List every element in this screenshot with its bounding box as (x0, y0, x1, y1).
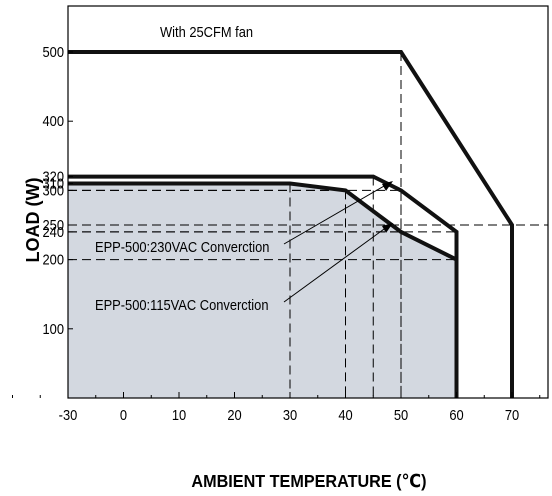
y-tick-label: 250 (43, 216, 65, 233)
x-tick-label: 50 (394, 406, 409, 423)
x-tick-label: 10 (172, 406, 187, 423)
y-axis-label: LOAD (W) (23, 178, 43, 263)
arrowhead-230vac (382, 181, 393, 191)
x-tick-label: 0 (120, 406, 127, 423)
y-tick-label: 400 (43, 112, 65, 129)
plot-frame (67, 5, 549, 399)
x-tick-label: 20 (227, 406, 242, 423)
operating-area-115vac (68, 183, 457, 398)
series-line-2 (68, 181, 459, 398)
label-115vac: EPP-500:115VAC Converction (95, 296, 269, 313)
fan-curve-label: With 25CFM fan (160, 23, 253, 40)
pointer-115vac (283, 223, 392, 303)
y-tick-label: 100 (43, 320, 65, 337)
x-tick-label: -30 (59, 406, 78, 423)
label-230vac: EPP-500:230VAC Converction (95, 238, 269, 255)
x-tick-label: 60 (449, 406, 464, 423)
series-line-0 (68, 50, 514, 398)
x-tick-label: 40 (338, 406, 353, 423)
y-tick-label: 300 (43, 181, 65, 198)
y-tick-label: 320 (43, 168, 65, 185)
x-tick-label: 30 (283, 406, 298, 423)
series-lines (68, 50, 514, 398)
x-tick-label: 70 (505, 406, 520, 423)
y-tick-label: 310 (43, 175, 65, 192)
x-axis-ticks: -30 0 10 20 30 40 50 60 70 (12, 392, 541, 423)
x-axis-label: AMBIENT TEMPERATURE (℃) (191, 471, 426, 491)
pointer-230vac (283, 181, 392, 245)
y-tick-label: 240 (43, 223, 65, 240)
y-tick-label: 200 (43, 251, 65, 268)
arrowhead-115vac (382, 223, 393, 233)
y-tick-label: 500 (43, 43, 65, 60)
